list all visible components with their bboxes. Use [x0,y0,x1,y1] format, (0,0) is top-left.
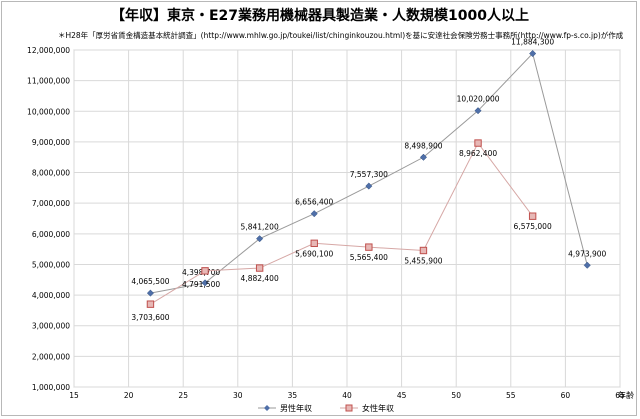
y-tick-label: 10,000,000 [27,107,70,116]
data-point [255,264,264,272]
data-label: 11,884,300 [511,38,554,47]
data-point [256,235,264,243]
x-tick-label: 55 [506,391,516,400]
data-point [146,289,154,297]
x-tick-label: 35 [288,391,298,400]
data-point [365,182,373,190]
legend-marker [345,404,353,412]
data-point [583,261,591,269]
x-tick-label: 65 [615,391,625,400]
y-tick-label: 4,000,000 [32,291,70,300]
data-label: 3,703,600 [131,313,169,322]
data-point [528,212,537,220]
data-label: 4,398,700 [182,268,220,277]
data-label: 8,962,400 [459,149,497,158]
data-label: 4,065,500 [131,277,169,286]
x-tick-label: 30 [233,391,243,400]
y-tick-label: 6,000,000 [32,230,70,239]
data-label: 7,557,300 [350,170,388,179]
chart-subtitle: ＊H28年「厚労省賃金構造基本統計調査」(http://www.mhlw.go.… [58,31,624,40]
legend-label: 男性年収 [280,403,312,413]
y-tick-label: 7,000,000 [32,199,70,208]
data-label: 5,455,900 [404,256,442,265]
data-point [474,139,482,147]
data-label: 4,882,400 [241,274,279,283]
data-point [201,279,209,287]
y-tick-label: 2,000,000 [32,352,70,361]
data-point [419,153,427,161]
y-tick-label: 5,000,000 [32,260,70,269]
data-label: 10,020,000 [457,95,500,104]
data-point [201,267,209,275]
x-tick-label: 45 [397,391,407,400]
y-tick-label: 12,000,000 [27,46,70,55]
data-point [419,246,428,255]
x-tick-label: 60 [561,391,571,400]
data-label: 5,841,200 [241,223,279,232]
series-line [150,142,534,305]
data-label: 8,498,900 [404,141,442,150]
data-point [310,210,318,218]
x-tick-label: 40 [342,391,352,400]
data-label: 4,973,900 [568,249,606,258]
data-label: 5,690,100 [295,249,333,258]
data-label: 5,565,400 [350,253,388,262]
y-tick-label: 8,000,000 [32,169,70,178]
x-tick-label: 25 [178,391,188,400]
data-point [529,49,537,58]
data-point [365,243,373,251]
y-tick-label: 1,000,000 [32,383,70,392]
legend-label: 女性年収 [362,403,394,413]
y-tick-label: 9,000,000 [32,138,70,147]
data-label: 6,575,000 [514,222,552,231]
x-tick-label: 20 [124,391,134,400]
chart-title: 【年収】東京・E27業務用機械器具製造業・人数規模1000人以上 [110,8,529,24]
x-tick-label: 50 [451,391,461,400]
data-point [310,239,318,248]
data-point [474,107,482,115]
y-tick-label: 3,000,000 [32,322,70,331]
data-label: 4,791,500 [182,280,220,289]
x-axis-title: 年齢 [618,390,634,400]
data-point [146,300,155,308]
y-tick-label: 11,000,000 [27,77,70,86]
data-label: 6,656,400 [295,198,333,207]
x-tick-label: 15 [69,391,79,400]
legend-marker [264,405,270,411]
